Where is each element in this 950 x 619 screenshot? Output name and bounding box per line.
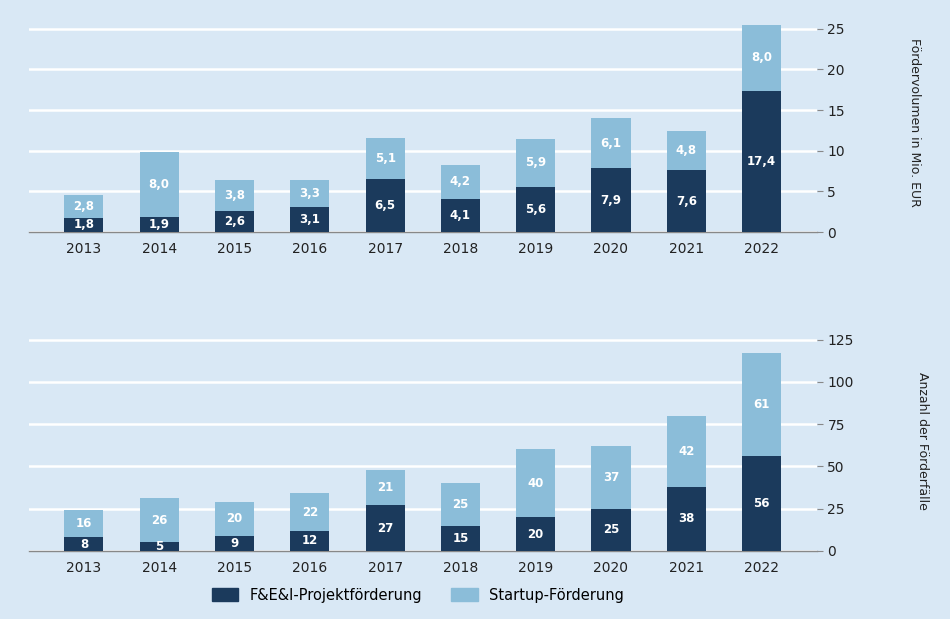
Text: 61: 61	[753, 398, 770, 411]
Text: 22: 22	[302, 506, 318, 519]
Text: 38: 38	[678, 513, 694, 526]
Bar	[516, 517, 555, 551]
Text: 25: 25	[603, 523, 619, 536]
Bar	[366, 138, 405, 180]
Bar	[592, 118, 631, 168]
Bar	[215, 535, 254, 551]
Text: 21: 21	[377, 481, 393, 494]
Bar	[742, 90, 781, 232]
Bar	[215, 502, 254, 535]
Text: 8: 8	[80, 538, 88, 551]
Y-axis label: Anzahl der Förderfälle: Anzahl der Förderfälle	[917, 372, 929, 510]
Bar	[65, 510, 104, 537]
Bar	[742, 456, 781, 551]
Text: 5,6: 5,6	[525, 203, 546, 216]
Text: 2,8: 2,8	[73, 200, 94, 213]
Bar	[516, 186, 555, 232]
Bar	[667, 170, 706, 232]
Bar	[366, 180, 405, 232]
Text: 3,8: 3,8	[224, 189, 245, 202]
Text: 20: 20	[226, 513, 242, 526]
Text: 5: 5	[155, 540, 163, 553]
Text: 8,0: 8,0	[149, 178, 170, 191]
Bar	[291, 180, 330, 207]
Bar	[441, 199, 480, 232]
Bar	[140, 152, 179, 217]
Text: 42: 42	[678, 444, 694, 457]
Bar	[441, 165, 480, 199]
Bar	[65, 217, 104, 232]
Bar	[65, 537, 104, 551]
Bar	[516, 139, 555, 186]
Bar	[742, 25, 781, 90]
Bar	[667, 487, 706, 551]
Bar	[516, 449, 555, 517]
Bar	[366, 470, 405, 505]
Text: 7,6: 7,6	[675, 195, 696, 208]
Text: 6,1: 6,1	[600, 137, 621, 150]
Bar	[592, 446, 631, 509]
Text: 1,9: 1,9	[149, 218, 170, 231]
Text: 4,8: 4,8	[675, 144, 697, 157]
Bar	[366, 505, 405, 551]
Text: 5,9: 5,9	[525, 156, 546, 169]
Text: 17,4: 17,4	[747, 155, 776, 168]
Text: 27: 27	[377, 522, 393, 535]
Text: 40: 40	[527, 477, 544, 490]
Bar	[140, 217, 179, 232]
Text: 56: 56	[753, 497, 770, 510]
Text: 4,2: 4,2	[450, 175, 471, 188]
Bar	[291, 530, 330, 551]
Text: 7,9: 7,9	[600, 194, 621, 207]
Text: 9: 9	[231, 537, 238, 550]
Bar	[140, 498, 179, 542]
Text: 6,5: 6,5	[374, 199, 395, 212]
Text: 2,6: 2,6	[224, 215, 245, 228]
Bar	[215, 180, 254, 211]
Bar	[742, 353, 781, 456]
Text: 25: 25	[452, 498, 468, 511]
Bar	[667, 415, 706, 487]
Text: 16: 16	[76, 517, 92, 530]
Text: 8,0: 8,0	[751, 51, 772, 64]
Bar	[592, 168, 631, 232]
Text: 26: 26	[151, 514, 167, 527]
Text: 3,3: 3,3	[299, 187, 320, 200]
Text: 1,8: 1,8	[73, 219, 94, 232]
Text: 20: 20	[527, 527, 543, 540]
Text: 15: 15	[452, 532, 468, 545]
Text: 37: 37	[603, 471, 619, 484]
Bar	[140, 542, 179, 551]
Bar	[441, 483, 480, 526]
Text: 12: 12	[302, 534, 318, 547]
Legend: F&E&I-Projektförderung, Startup-Förderung: F&E&I-Projektförderung, Startup-Förderun…	[206, 582, 630, 608]
Bar	[291, 493, 330, 530]
Bar	[667, 131, 706, 170]
Text: 4,1: 4,1	[450, 209, 471, 222]
Text: 5,1: 5,1	[374, 152, 395, 165]
Bar	[441, 526, 480, 551]
Bar	[65, 195, 104, 217]
Y-axis label: Fördervolumen in Mio. EUR: Fördervolumen in Mio. EUR	[907, 38, 921, 207]
Text: 3,1: 3,1	[299, 213, 320, 226]
Bar	[291, 207, 330, 232]
Bar	[592, 509, 631, 551]
Bar	[215, 211, 254, 232]
